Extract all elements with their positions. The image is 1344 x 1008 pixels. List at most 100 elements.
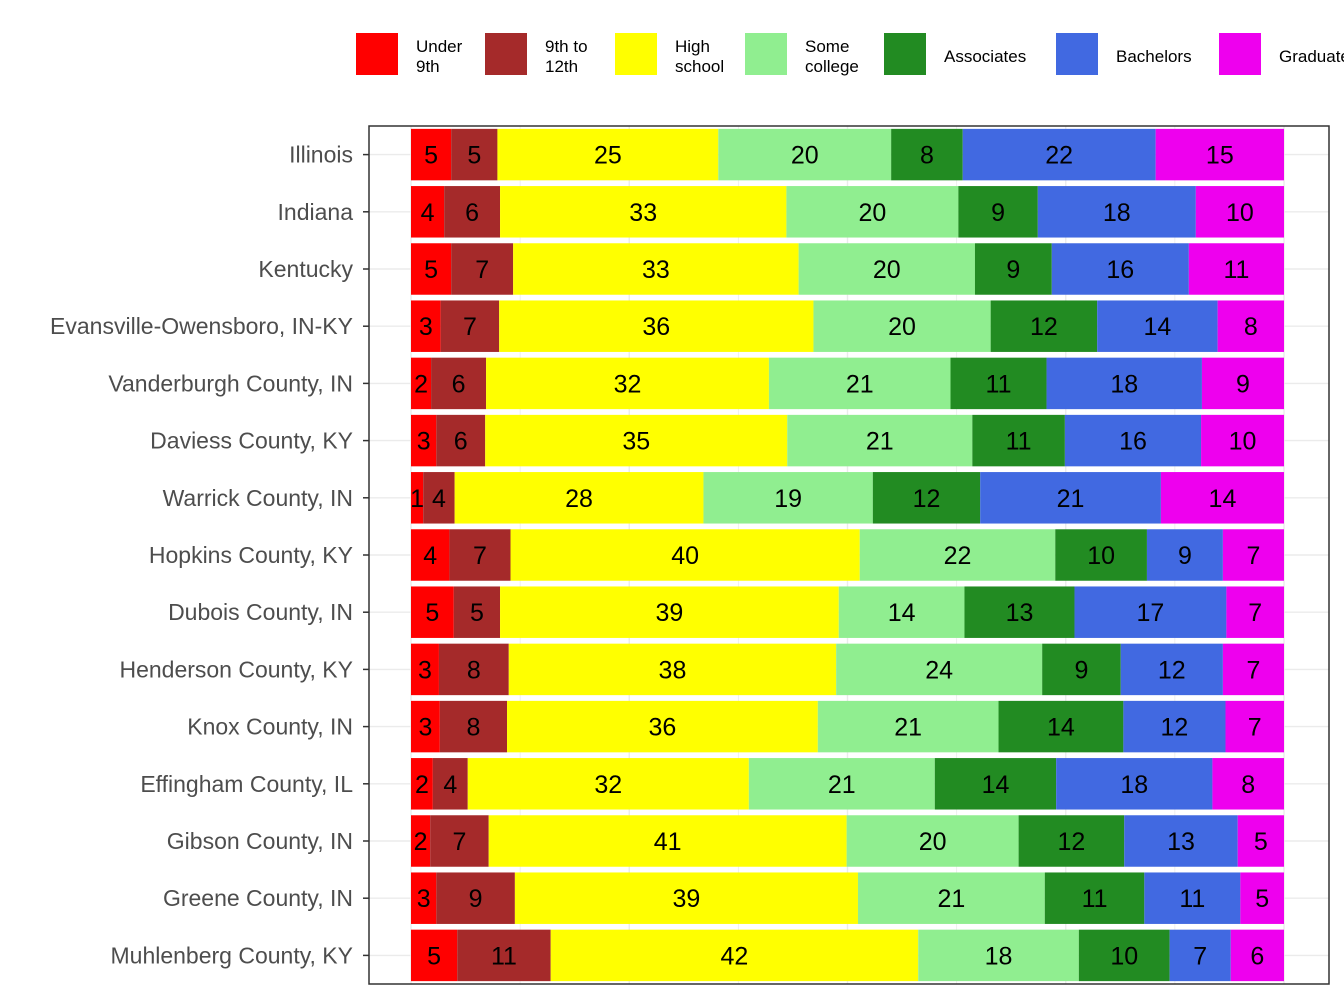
bar-segment-under-9th xyxy=(411,929,458,982)
bar-segment-some-college xyxy=(718,128,892,181)
legend-label: High xyxy=(675,37,710,56)
data-label: 8 xyxy=(466,714,480,742)
bar-row-muhlenberg-county-ky: 5 11 42 18 10 7 6 xyxy=(411,929,1284,982)
bar-segment-9th-to-12th xyxy=(451,128,498,181)
y-tick-label: Warrick County, IN xyxy=(163,485,353,511)
legend-key xyxy=(356,33,398,75)
bar-segment-under-9th xyxy=(411,700,440,753)
bar-segment-9th-to-12th xyxy=(423,472,455,524)
bar-segment-9th-to-12th xyxy=(438,643,509,696)
bar-segment-some-college xyxy=(786,186,959,238)
data-label: 4 xyxy=(432,485,446,513)
data-label: 36 xyxy=(649,714,677,742)
bar-row-hopkins-county-ky: 4 7 40 22 10 9 7 xyxy=(411,529,1284,581)
y-tick-label: Effingham County, IL xyxy=(140,771,353,797)
data-label: 22 xyxy=(944,542,972,570)
data-label: 5 xyxy=(470,599,484,627)
legend-item-associates: Associates xyxy=(884,33,1026,75)
bar-row-henderson-county-ky: 3 8 38 24 9 12 7 xyxy=(411,643,1284,696)
bar-segment-under-9th xyxy=(411,128,452,181)
bar-segment-9th-to-12th xyxy=(449,529,511,581)
bar-segment-some-college xyxy=(836,643,1043,696)
bar-segment-bachelors xyxy=(1146,529,1223,581)
bar-segment-bachelors xyxy=(1046,357,1202,410)
data-label: 5 xyxy=(467,142,481,170)
bar-segment-graduate xyxy=(1155,128,1284,181)
bar-segment-graduate xyxy=(1225,700,1284,753)
y-tick-label: Daviess County, KY xyxy=(150,428,353,454)
bar-segment-associates xyxy=(872,472,981,524)
bars: 5 5 25 20 8 22 154 6 33 20 9 18 105 7 33 20 9 16 113 7 36 20 1… xyxy=(410,128,1284,982)
data-label: 2 xyxy=(414,828,428,856)
data-label: 32 xyxy=(594,771,622,799)
bar-segment-under-9th xyxy=(411,472,424,524)
data-label: 11 xyxy=(1006,428,1032,456)
data-label: 10 xyxy=(1226,199,1254,227)
y-tick-label: Hopkins County, KY xyxy=(149,542,353,568)
bar-segment-bachelors xyxy=(980,472,1161,524)
data-label: 7 xyxy=(473,542,487,570)
data-label: 20 xyxy=(919,828,947,856)
bar-row-knox-county-in: 3 8 36 21 14 12 7 xyxy=(411,700,1284,753)
data-label: 12 xyxy=(1158,656,1186,684)
bar-segment-associates xyxy=(958,186,1038,238)
data-label: 16 xyxy=(1119,428,1147,456)
data-label: 1 xyxy=(410,485,424,513)
data-label: 14 xyxy=(888,599,916,627)
legend-item-graduate: Graduate xyxy=(1219,33,1344,75)
legend-label: college xyxy=(805,57,859,76)
data-label: 41 xyxy=(654,828,682,856)
bar-segment-9th-to-12th xyxy=(444,186,501,238)
bar-segment-associates xyxy=(990,300,1098,352)
legend-key xyxy=(745,33,787,75)
data-label: 7 xyxy=(1246,542,1260,570)
bar-segment-under-9th xyxy=(411,414,437,467)
bar-segment-graduate xyxy=(1201,357,1284,410)
bar-segment-9th-to-12th xyxy=(436,414,486,467)
bar-segment-graduate xyxy=(1240,872,1284,924)
bar-segment-under-9th xyxy=(411,243,452,295)
bar-segment-high-school xyxy=(508,643,837,696)
bar-segment-graduate xyxy=(1226,586,1284,638)
bar-segment-associates xyxy=(974,243,1052,295)
bar-segment-bachelors xyxy=(1064,414,1202,467)
data-label: 6 xyxy=(1250,942,1264,970)
bar-segment-under-9th xyxy=(411,357,432,410)
bar-segment-graduate xyxy=(1188,243,1284,295)
data-label: 36 xyxy=(642,313,670,341)
data-label: 9 xyxy=(1075,656,1089,684)
bar-segment-some-college xyxy=(703,472,873,524)
legend-label: Bachelors xyxy=(1116,47,1192,66)
data-label: 7 xyxy=(1193,942,1207,970)
y-tick-label: Illinois xyxy=(289,142,353,168)
data-label: 17 xyxy=(1137,599,1165,627)
data-label: 5 xyxy=(424,142,438,170)
data-label: 7 xyxy=(452,828,466,856)
data-label: 21 xyxy=(1057,485,1085,513)
data-label: 24 xyxy=(925,656,953,684)
data-label: 32 xyxy=(614,370,642,398)
bar-row-evansville-owensboro-in-ky: 3 7 36 20 12 14 8 xyxy=(411,300,1284,352)
legend-label: Under xyxy=(416,37,463,56)
y-tick-label: Dubois County, IN xyxy=(168,599,353,625)
bar-segment-graduate xyxy=(1222,529,1284,581)
bar-segment-bachelors xyxy=(1037,186,1196,238)
bar-segment-high-school xyxy=(550,929,919,982)
data-label: 12 xyxy=(1161,714,1189,742)
bar-segment-graduate xyxy=(1217,300,1284,352)
data-label: 3 xyxy=(419,313,433,341)
bar-segment-under-9th xyxy=(411,586,454,638)
legend-key xyxy=(884,33,926,75)
bar-segment-some-college xyxy=(813,300,991,352)
bar-segment-some-college xyxy=(798,243,975,295)
bar-segment-graduate xyxy=(1230,929,1284,982)
data-label: 21 xyxy=(894,714,922,742)
bar-segment-high-school xyxy=(454,472,704,524)
bar-segment-high-school xyxy=(499,300,814,352)
bar-segment-some-college xyxy=(918,929,1079,982)
bar-row-greene-county-in: 3 9 39 21 11 11 5 xyxy=(411,872,1284,924)
bar-segment-associates xyxy=(1055,529,1147,581)
bar-segment-graduate xyxy=(1160,472,1284,524)
y-tick-label: Vanderburgh County, IN xyxy=(108,370,353,396)
bar-segment-high-school xyxy=(500,186,787,238)
